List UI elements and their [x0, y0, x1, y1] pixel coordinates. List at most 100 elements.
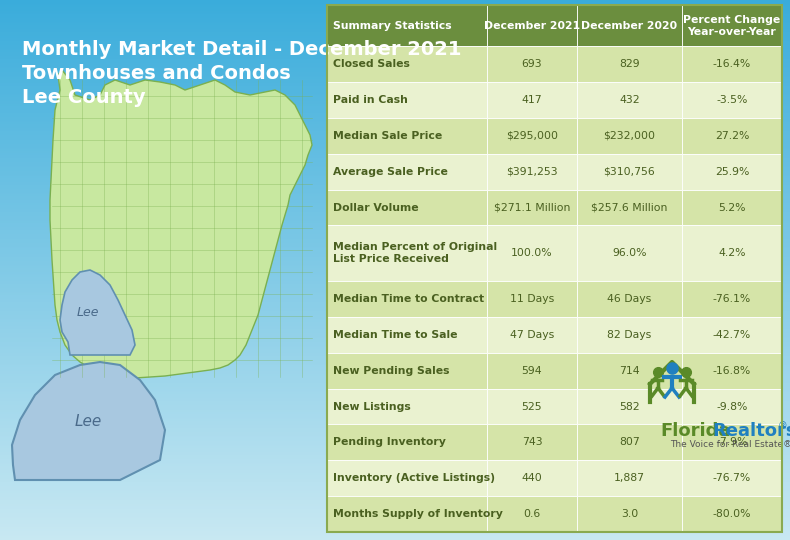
Bar — [0, 234, 790, 236]
Bar — [0, 405, 790, 407]
Bar — [0, 93, 790, 96]
Bar — [0, 124, 790, 126]
Bar — [0, 474, 790, 475]
Bar — [0, 239, 790, 241]
Bar — [487, 190, 577, 226]
Bar — [0, 309, 790, 312]
Bar — [0, 481, 790, 482]
Text: Closed Sales: Closed Sales — [333, 59, 410, 69]
Bar — [0, 535, 790, 536]
Text: 1,887: 1,887 — [614, 473, 645, 483]
Bar — [327, 389, 487, 424]
Text: 11 Days: 11 Days — [510, 294, 554, 304]
Bar — [0, 501, 790, 502]
Text: $232,000: $232,000 — [604, 131, 656, 141]
Text: 4.2%: 4.2% — [718, 248, 746, 258]
Bar — [0, 398, 790, 400]
Bar — [0, 340, 790, 342]
Bar — [0, 137, 790, 139]
Bar — [0, 430, 790, 432]
Text: -42.7%: -42.7% — [713, 330, 751, 340]
Bar — [0, 248, 790, 250]
Bar — [0, 167, 790, 169]
Bar — [327, 154, 487, 190]
Bar — [0, 509, 790, 511]
Bar — [0, 173, 790, 174]
Bar — [0, 367, 790, 369]
Bar — [577, 5, 682, 46]
Bar — [0, 43, 790, 45]
Polygon shape — [60, 270, 135, 355]
Bar — [0, 34, 790, 36]
Bar — [0, 50, 790, 52]
Bar — [0, 49, 790, 50]
Bar — [0, 328, 790, 329]
Bar — [0, 117, 790, 119]
Text: $391,253: $391,253 — [506, 167, 558, 177]
Bar — [0, 115, 790, 117]
Bar — [0, 177, 790, 178]
Bar — [327, 190, 487, 226]
Bar — [682, 460, 782, 496]
Bar — [682, 424, 782, 460]
Bar — [0, 76, 790, 77]
Bar — [0, 196, 790, 198]
Bar — [0, 479, 790, 481]
Bar — [0, 72, 790, 74]
Bar — [0, 538, 790, 540]
Bar — [0, 482, 790, 484]
Bar — [327, 353, 487, 389]
Bar — [577, 424, 682, 460]
Bar — [0, 421, 790, 423]
Bar — [0, 22, 790, 23]
Bar — [0, 301, 790, 302]
Bar — [487, 353, 577, 389]
Bar — [0, 247, 790, 248]
Bar — [0, 86, 790, 88]
Bar — [0, 0, 790, 2]
Bar — [0, 349, 790, 351]
Bar — [0, 261, 790, 263]
Bar — [0, 209, 790, 211]
Bar — [0, 243, 790, 245]
Text: Florida: Florida — [660, 422, 731, 440]
Bar — [0, 439, 790, 441]
Bar — [0, 342, 790, 344]
Bar — [0, 322, 790, 324]
Bar — [0, 254, 790, 255]
Bar — [0, 274, 790, 275]
Bar — [0, 282, 790, 285]
Bar — [0, 146, 790, 147]
Bar — [0, 524, 790, 525]
Bar — [0, 333, 790, 335]
Bar — [0, 297, 790, 299]
Bar — [0, 16, 790, 18]
Text: 27.2%: 27.2% — [715, 131, 749, 141]
Bar — [0, 182, 790, 184]
Bar — [0, 228, 790, 231]
Text: 693: 693 — [521, 59, 542, 69]
Bar — [0, 308, 790, 309]
Bar — [0, 223, 790, 225]
Bar — [327, 496, 487, 532]
Text: 743: 743 — [521, 437, 542, 447]
Bar — [0, 255, 790, 258]
Bar — [0, 77, 790, 79]
Bar — [0, 227, 790, 228]
Bar — [0, 207, 790, 209]
Text: ®: ® — [778, 421, 788, 431]
Text: $271.1 Million: $271.1 Million — [494, 202, 570, 213]
Bar — [327, 118, 487, 154]
Bar — [0, 85, 790, 86]
Bar — [0, 54, 790, 56]
Bar — [0, 387, 790, 389]
Bar — [0, 290, 790, 292]
Bar — [0, 396, 790, 398]
Bar — [0, 59, 790, 61]
Bar — [0, 201, 790, 204]
Bar — [0, 29, 790, 31]
Bar — [0, 373, 790, 374]
Bar — [0, 250, 790, 252]
Bar — [0, 403, 790, 405]
Bar — [0, 20, 790, 22]
